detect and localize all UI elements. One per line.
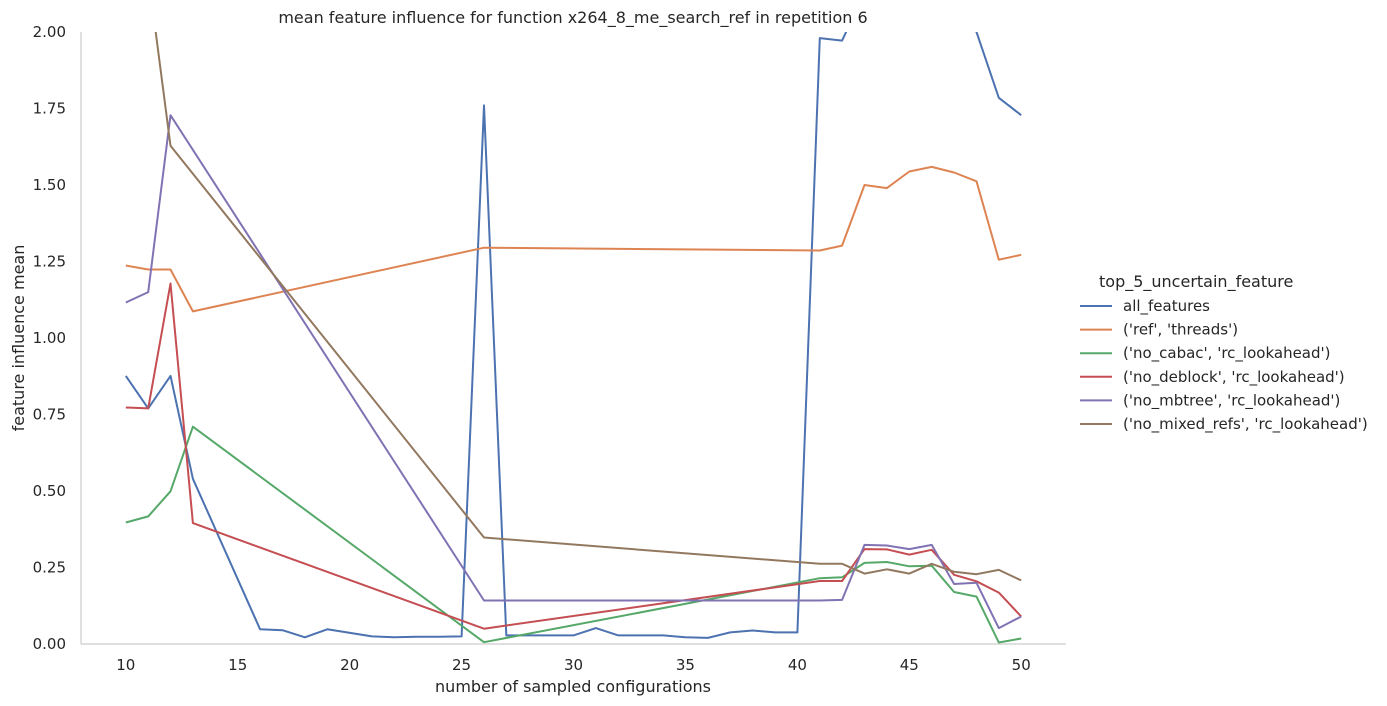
x-tick-label: 45: [900, 656, 919, 674]
series-line-4: [125, 282, 1022, 630]
y-tick-label: 0.00: [33, 635, 66, 653]
legend-item: ('no_mixed_refs', 'rc_lookahead'): [1080, 415, 1368, 434]
legend-items: all_features ('ref', 'threads') ('no_cabac…: [1080, 297, 1368, 434]
legend-title: top_5_uncertain_feature: [1099, 272, 1293, 292]
x-tick-label: 20: [340, 656, 359, 674]
y-axis-label: feature influence mean: [9, 245, 28, 432]
legend-label: ('no_mbtree', 'rc_lookahead'): [1123, 391, 1340, 410]
x-tick-labels: 10 15 20 25 30 35 40 45 50: [116, 656, 1031, 674]
series-line-5: [125, 114, 1022, 630]
x-tick-label: 35: [676, 656, 695, 674]
chart-title: mean feature influence for function x264…: [278, 8, 867, 28]
x-axis-label: number of sampled configurations: [435, 677, 711, 696]
x-tick-label: 50: [1012, 656, 1031, 674]
series-line-6: [154, 32, 1022, 582]
y-tick-label: 1.50: [33, 176, 66, 194]
legend-label: ('ref', 'threads'): [1123, 321, 1238, 339]
x-tick-label: 40: [788, 656, 807, 674]
legend-item: ('no_mbtree', 'rc_lookahead'): [1080, 391, 1340, 410]
x-tick-label: 25: [452, 656, 471, 674]
series-line-3: [125, 425, 1022, 644]
legend-label: all_features: [1123, 297, 1210, 316]
y-tick-label: 1.00: [33, 329, 66, 347]
x-tick-label: 15: [228, 656, 247, 674]
legend: top_5_uncertain_feature all_features ('re…: [1080, 272, 1368, 434]
x-tick-label: 30: [564, 656, 583, 674]
legend-label: ('no_cabac', 'rc_lookahead'): [1123, 344, 1331, 363]
legend-item: ('ref', 'threads'): [1080, 321, 1238, 339]
series-line-1: [124, 32, 1022, 639]
plot-area: [124, 32, 1022, 644]
legend-item: ('no_cabac', 'rc_lookahead'): [1080, 344, 1331, 363]
series-line-2: [125, 165, 1022, 313]
y-tick-label: 0.75: [33, 406, 66, 424]
y-tick-label: 0.50: [33, 482, 66, 500]
y-tick-label: 1.75: [33, 100, 66, 118]
legend-label: ('no_deblock', 'rc_lookahead'): [1123, 368, 1345, 387]
x-tick-label: 10: [116, 656, 135, 674]
legend-item: ('no_deblock', 'rc_lookahead'): [1080, 368, 1345, 387]
legend-label: ('no_mixed_refs', 'rc_lookahead'): [1123, 415, 1368, 434]
y-tick-label: 0.25: [33, 559, 66, 577]
legend-item: all_features: [1080, 297, 1210, 316]
y-tick-label: 1.25: [33, 253, 66, 271]
y-tick-labels: 0.00 0.25 0.50 0.75 1.00 1.25 1.50 1.75 2.00: [33, 23, 66, 653]
y-tick-label: 2.00: [33, 23, 66, 41]
